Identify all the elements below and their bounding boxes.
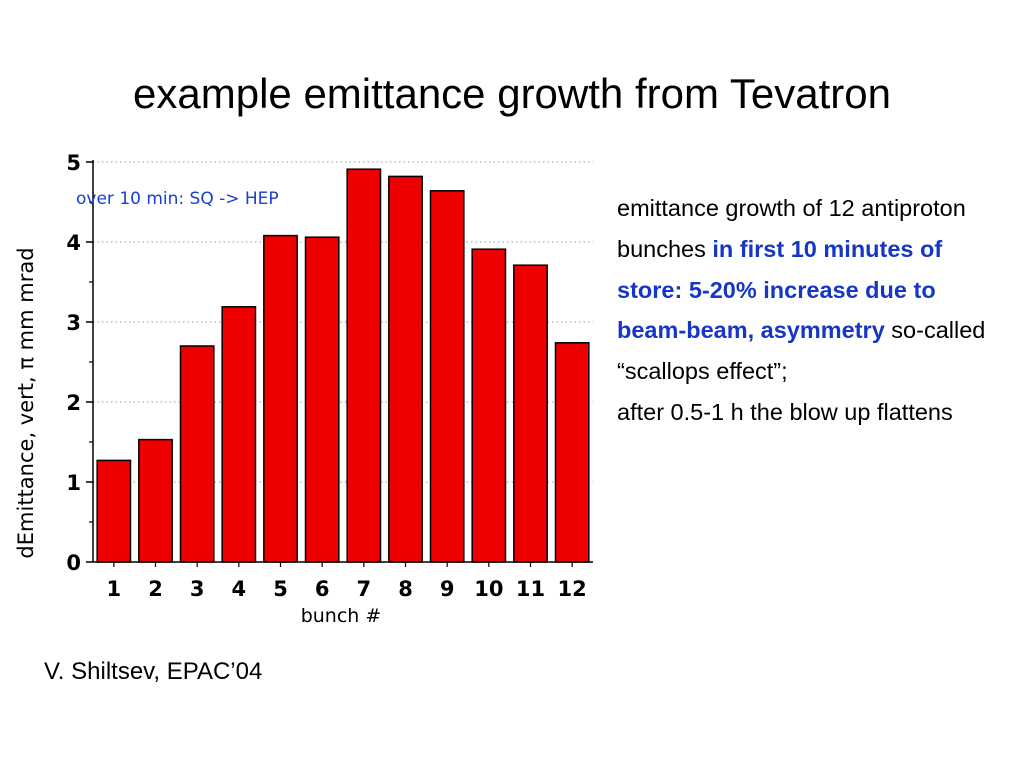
bar-1 [96,459,132,563]
summary-intro: emittance growth of 12 antiproton bunche… [617,195,966,262]
x-tick-label-5: 5 [273,577,288,601]
y-axis-label: dEmittance, vert, π mm mrad [14,247,38,558]
x-tick-label-7: 7 [357,577,372,601]
summary-highlight: in first 10 minutes of store: 5-20% incr… [617,235,943,344]
chart-annotation: over 10 min: SQ -> HEP [76,189,279,209]
summary-flattening: after 0.5-1 h the blow up flattens [617,398,953,425]
bar-10 [471,248,507,563]
x-axis-label: bunch # [301,605,382,627]
x-tick-label-8: 8 [398,577,413,601]
bar-9 [429,190,465,563]
bar-2 [138,438,173,563]
x-tick-label-11: 11 [516,577,545,601]
y-tick-label-5: 5 [66,151,81,175]
y-ticks: 0 1 2 3 4 5 [66,151,93,575]
bar-3 [179,345,215,563]
summary-scallops: so-called “scallops effect”; [617,317,986,385]
x-tick-label-9: 9 [440,577,455,601]
y-tick-label-4: 4 [66,231,81,255]
bars [96,168,590,563]
bar-5 [263,234,298,563]
reference-credit: V. Shiltsev, EPAC’04 [44,658,263,685]
slide-title: example emittance growth from Tevatron [133,70,891,117]
bar-7 [346,168,382,563]
bar-12 [554,342,590,563]
x-tick-label-1: 1 [107,577,122,601]
bar-8 [388,175,423,563]
y-tick-label-3: 3 [66,311,81,335]
x-tick-label-3: 3 [190,577,205,601]
x-tick-label-6: 6 [315,577,330,601]
y-tick-label-2: 2 [66,391,81,415]
x-tick-label-2: 2 [148,577,163,601]
y-tick-label-0: 0 [66,551,81,575]
summary-text: emittance growth of 12 antiproton bunche… [617,188,987,433]
x-tick-label-4: 4 [232,577,247,601]
bar-4 [221,306,257,563]
x-tick-label-10: 10 [474,577,503,601]
x-tick-label-12: 12 [558,577,587,601]
bar-11 [513,264,548,563]
x-ticks: 1 2 3 4 5 6 7 8 9 10 11 12 [107,562,587,601]
bar-6 [304,236,340,563]
y-tick-label-1: 1 [66,471,81,495]
